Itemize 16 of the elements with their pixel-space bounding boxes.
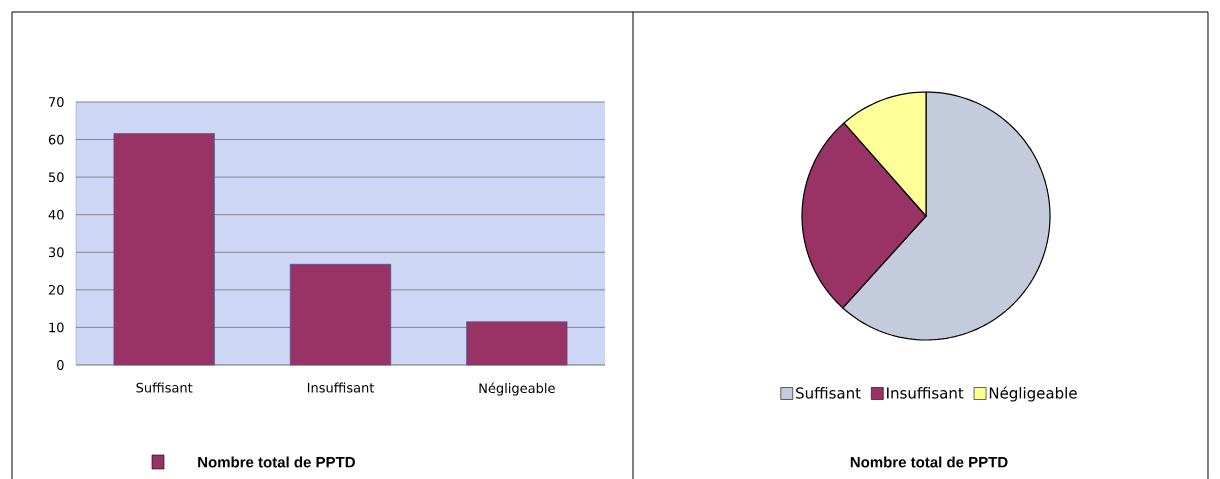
y-tick-label: 20 (48, 284, 64, 295)
bar (113, 133, 215, 366)
y-tick-label: 40 (48, 209, 64, 220)
legend-label: Nombre total de PPTD (198, 456, 355, 468)
y-tick-label: 60 (48, 134, 64, 145)
y-tick-label: 50 (48, 171, 64, 182)
x-tick-label: Négligeable (479, 382, 555, 396)
text: Nombre total de PPTD (850, 456, 1008, 468)
bar (289, 263, 392, 366)
y-tick-label: 10 (49, 322, 64, 333)
x-tick-label: Insuffisant (307, 382, 375, 393)
x-tick-label: Suffisant (136, 382, 193, 393)
y-tick-label: 0 (57, 359, 64, 370)
y-tick-label: 30 (48, 247, 64, 257)
y-tick-label: 70 (49, 96, 64, 107)
bar (466, 321, 568, 366)
